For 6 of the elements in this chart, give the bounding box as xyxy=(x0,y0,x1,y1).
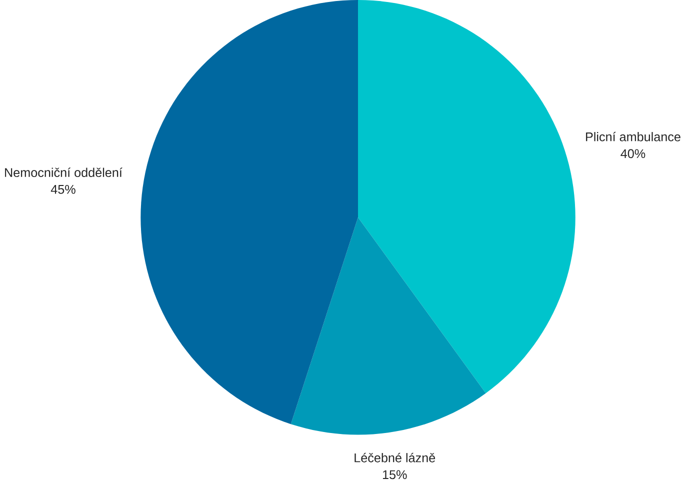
data-label: 40% xyxy=(620,149,646,158)
data-label: 45% xyxy=(50,184,76,194)
slice-label: Nemocniční oddělení xyxy=(5,168,122,177)
data-label: 15% xyxy=(382,470,407,480)
slice-label: Plicní ambulance xyxy=(586,132,680,142)
slice-label: Léčebné lázně xyxy=(354,452,436,462)
